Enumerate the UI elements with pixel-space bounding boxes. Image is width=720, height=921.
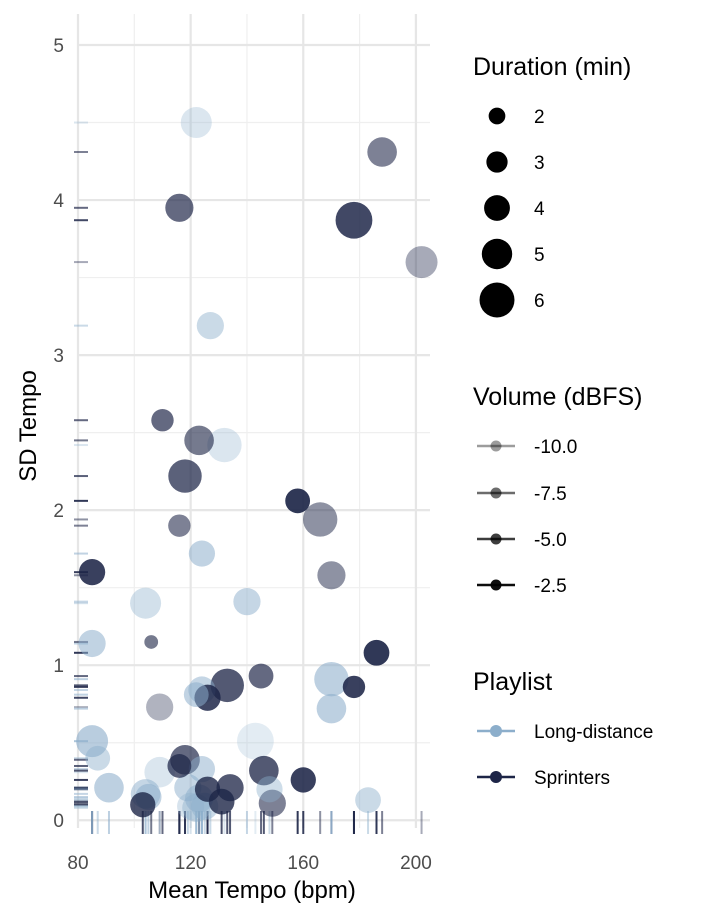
y-tick-label: 0: [53, 811, 64, 832]
data-point: [76, 725, 109, 758]
data-point: [335, 201, 373, 239]
data-point: [363, 639, 390, 666]
legend-playlist: Playlist Long-distance Sprinters: [473, 668, 653, 789]
data-point: [194, 776, 221, 802]
legend-size-label: 5: [534, 245, 545, 266]
legend-playlist-label: Sprinters: [534, 768, 610, 789]
data-point: [177, 792, 205, 820]
data-point: [167, 754, 192, 778]
data-point: [290, 767, 316, 793]
x-tick-label: 80: [67, 853, 88, 874]
data-point: [174, 774, 202, 802]
legend-size-swatch: [486, 151, 508, 173]
legend-volume: Volume (dBFS) -10.0 -7.5 -5.0 -2.5: [473, 383, 643, 597]
data-point: [168, 459, 202, 493]
legend-volume-swatch: [490, 533, 502, 545]
y-tick-label: 1: [53, 656, 64, 677]
data-point: [94, 772, 124, 803]
x-tick-label: 160: [287, 853, 319, 874]
data-point: [180, 107, 212, 139]
legend-volume-label: -2.5: [534, 576, 567, 597]
grid-major: [76, 14, 430, 828]
legend-size-label: 6: [534, 291, 545, 312]
legend-playlist-swatch: [490, 725, 502, 737]
data-point: [355, 787, 381, 813]
data-point: [249, 755, 279, 786]
y-axis-title: SD Tempo: [15, 370, 42, 482]
data-point: [151, 409, 174, 432]
y-tick-label: 5: [53, 36, 64, 57]
data-point: [314, 661, 349, 697]
legend-volume-swatch: [490, 440, 502, 452]
data-point: [78, 629, 106, 658]
data-point: [188, 540, 216, 567]
legend-duration-title: Duration (min): [473, 53, 631, 81]
legend-duration: Duration (min) 2 3 4 5 6: [473, 53, 631, 318]
rug-y: [74, 121, 88, 809]
y-tick-label: 3: [53, 346, 64, 367]
x-axis-title: Mean Tempo (bpm): [148, 877, 356, 904]
legend-volume-label: -7.5: [534, 484, 567, 505]
data-point: [196, 312, 224, 340]
data-point: [237, 722, 274, 760]
legend-size-swatch: [481, 238, 513, 270]
data-point: [144, 756, 175, 788]
data-point: [184, 425, 214, 456]
data-point: [130, 587, 162, 619]
y-axis-ticks: 0 1 2 3 4 5: [53, 36, 64, 832]
legend-size-label: 4: [534, 199, 545, 220]
data-point: [256, 776, 283, 803]
legend-volume-title: Volume (dBFS): [473, 383, 643, 411]
y-tick-label: 4: [53, 191, 64, 212]
data-point: [285, 488, 311, 514]
data-point: [78, 559, 106, 586]
data-point: [342, 675, 366, 699]
legend-size-swatch: [488, 107, 506, 125]
legend-size-label: 2: [534, 107, 545, 128]
rug-x: [91, 811, 423, 834]
legend-playlist-label: Long-distance: [534, 722, 653, 743]
data-point: [144, 635, 159, 649]
data-points: [76, 107, 438, 822]
legend-volume-label: -10.0: [534, 437, 577, 458]
y-tick-label: 2: [53, 501, 64, 522]
x-axis-ticks: 80 120 160 200: [67, 853, 431, 874]
data-point: [367, 137, 397, 167]
legend-size-swatch: [484, 195, 510, 221]
data-point: [183, 682, 209, 708]
data-point: [302, 502, 338, 537]
legend-playlist-title: Playlist: [473, 668, 552, 696]
data-point: [130, 792, 156, 818]
x-tick-label: 200: [400, 853, 432, 874]
legend-playlist-swatch: [490, 771, 502, 783]
data-point: [168, 514, 191, 537]
legend-volume-swatch: [490, 579, 502, 591]
data-point: [316, 693, 347, 724]
legend-volume-label: -5.0: [534, 530, 567, 551]
data-point: [258, 789, 286, 817]
data-point: [248, 663, 274, 689]
x-tick-label: 120: [175, 853, 207, 874]
data-point: [188, 755, 216, 783]
legend-volume-swatch: [490, 487, 502, 499]
data-point: [233, 588, 261, 616]
data-point: [165, 193, 194, 222]
data-point: [207, 427, 242, 463]
data-point: [317, 561, 346, 590]
legend-size-label: 3: [534, 153, 545, 174]
data-point: [85, 745, 111, 771]
data-point: [405, 246, 438, 279]
data-point: [146, 693, 174, 721]
legend-size-swatch: [479, 282, 515, 318]
grid-minor: [78, 14, 430, 828]
